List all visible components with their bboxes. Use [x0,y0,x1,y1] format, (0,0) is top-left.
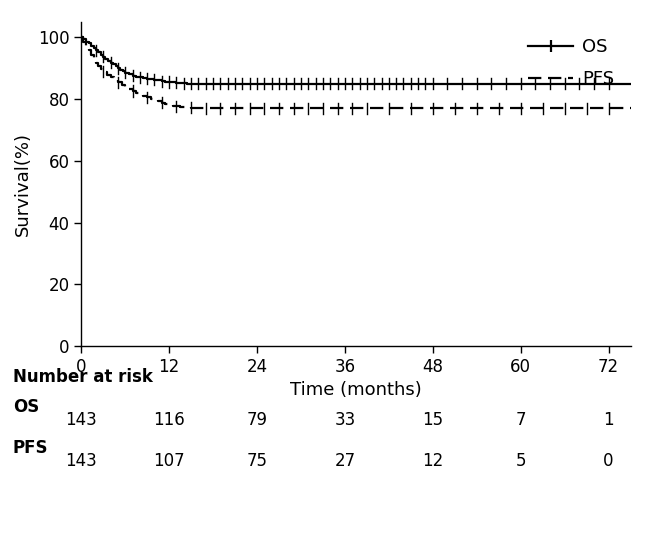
OS [183,80,191,87]
PFS [627,105,634,112]
Text: 15: 15 [422,411,443,429]
PFS [84,47,92,53]
OS [191,80,199,87]
OS [172,80,180,86]
PFS [154,98,162,105]
Text: OS: OS [13,398,39,416]
Line: OS: OS [81,37,630,83]
Text: 116: 116 [153,411,185,429]
PFS [83,43,90,49]
Line: PFS: PFS [81,37,630,108]
PFS [231,105,239,112]
Text: 79: 79 [246,411,268,429]
PFS [224,105,231,112]
Text: 0: 0 [603,452,614,470]
Legend: OS, PFS: OS, PFS [521,31,621,96]
PFS [194,105,202,112]
OS [77,34,85,40]
Text: 107: 107 [153,452,185,470]
PFS [122,84,129,90]
Text: 5: 5 [515,452,526,470]
Text: Number at risk: Number at risk [13,368,153,386]
Text: 143: 143 [66,452,97,470]
PFS [77,34,85,40]
Text: 33: 33 [334,411,356,429]
Text: 12: 12 [422,452,443,470]
X-axis label: Time (months): Time (months) [290,382,422,399]
Text: 1: 1 [603,411,614,429]
Text: 27: 27 [334,452,356,470]
OS [133,74,140,80]
OS [627,80,634,87]
Text: 75: 75 [246,452,268,470]
Text: PFS: PFS [13,439,49,457]
OS [107,59,114,66]
Text: 143: 143 [66,411,97,429]
Text: 7: 7 [515,411,526,429]
OS [370,80,378,87]
OS [112,63,120,70]
Y-axis label: Survival(%): Survival(%) [14,132,32,236]
